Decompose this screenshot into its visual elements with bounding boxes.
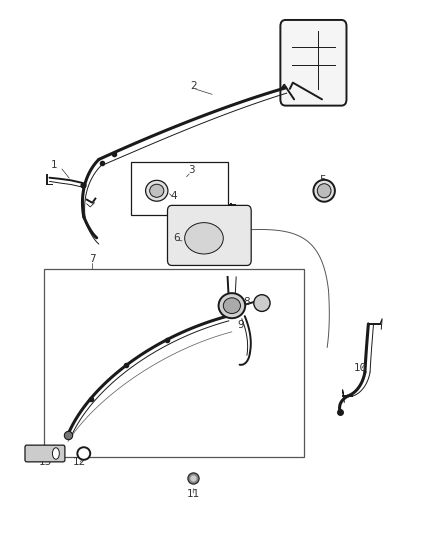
Ellipse shape	[185, 223, 223, 254]
Text: 9: 9	[237, 320, 244, 330]
Ellipse shape	[317, 184, 331, 198]
Ellipse shape	[53, 448, 59, 459]
FancyBboxPatch shape	[25, 445, 65, 462]
Ellipse shape	[219, 293, 245, 318]
Ellipse shape	[314, 180, 335, 201]
Text: 3: 3	[188, 165, 194, 175]
FancyBboxPatch shape	[167, 205, 251, 265]
Ellipse shape	[150, 184, 164, 197]
Text: 5: 5	[319, 175, 325, 185]
Text: 12: 12	[73, 457, 86, 467]
Ellipse shape	[254, 295, 270, 311]
Text: 1: 1	[50, 160, 57, 169]
Text: 11: 11	[187, 489, 200, 499]
Ellipse shape	[78, 447, 90, 460]
Text: 2: 2	[190, 82, 197, 91]
FancyBboxPatch shape	[131, 162, 228, 215]
FancyBboxPatch shape	[280, 20, 346, 106]
Text: 13: 13	[39, 457, 52, 467]
Text: 4: 4	[171, 191, 177, 201]
Ellipse shape	[145, 180, 168, 201]
Ellipse shape	[223, 298, 240, 313]
FancyBboxPatch shape	[44, 269, 304, 457]
Text: 10: 10	[354, 364, 367, 373]
Text: 6: 6	[173, 233, 180, 243]
Text: 8: 8	[244, 297, 250, 307]
Text: 7: 7	[89, 254, 95, 264]
